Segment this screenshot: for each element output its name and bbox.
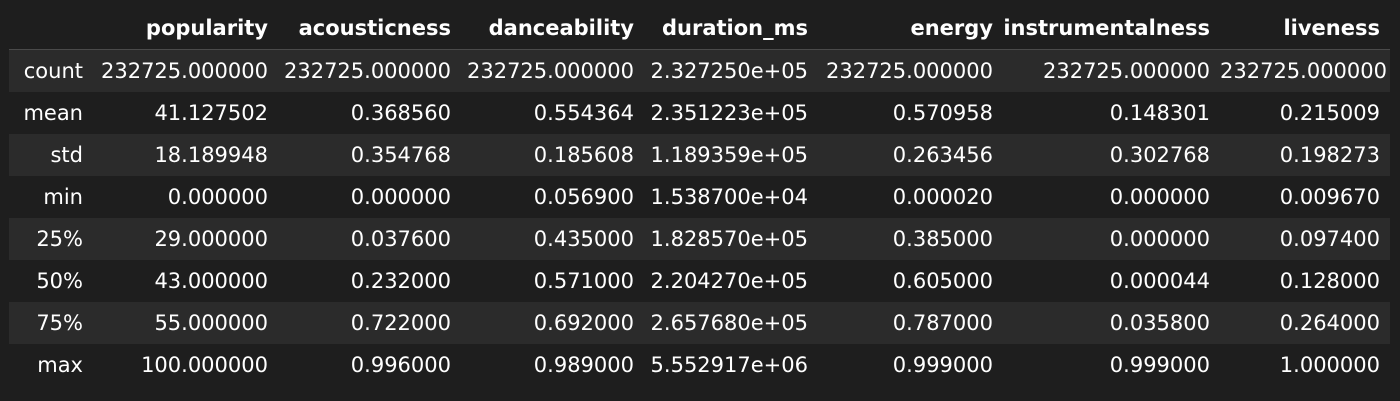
table-cell: 18.189948 xyxy=(154,142,268,167)
table-cell: 0.128000 xyxy=(1279,268,1380,293)
table-row: min 0.000000 0.000000 0.056900 1.538700e… xyxy=(9,175,1390,218)
column-header-popularity: popularity xyxy=(95,7,278,50)
column-header-duration-ms: duration_ms xyxy=(644,7,818,50)
table-cell: 0.000000 xyxy=(167,184,268,209)
table-cell: 0.037600 xyxy=(350,226,451,251)
table-cell: 0.198273 xyxy=(1279,142,1380,167)
table-row: std 18.189948 0.354768 0.185608 1.189359… xyxy=(9,133,1390,176)
table-cell: 232725.000000 xyxy=(283,58,451,83)
table-cell: 1.000000 xyxy=(1279,352,1380,377)
row-label: min xyxy=(43,184,83,209)
table-cell: 1.538700e+04 xyxy=(650,184,808,209)
table-cell: 0.215009 xyxy=(1279,100,1380,125)
table-cell: 0.263456 xyxy=(892,142,993,167)
table-cell: 0.232000 xyxy=(350,268,451,293)
table-row: 50% 43.000000 0.232000 0.571000 2.204270… xyxy=(9,259,1390,302)
table-cell: 100.000000 xyxy=(141,352,268,377)
table-cell: 0.302768 xyxy=(1109,142,1210,167)
table-cell: 0.385000 xyxy=(892,226,993,251)
row-label: 25% xyxy=(36,226,83,251)
table-cell: 0.000000 xyxy=(1109,184,1210,209)
table-cell: 0.185608 xyxy=(533,142,634,167)
table-cell: 0.999000 xyxy=(1109,352,1210,377)
table-cell: 43.000000 xyxy=(154,268,268,293)
row-label: std xyxy=(50,142,83,167)
table-cell: 2.204270e+05 xyxy=(650,268,808,293)
table-row: 25% 29.000000 0.037600 0.435000 1.828570… xyxy=(9,217,1390,260)
table-row: mean 41.127502 0.368560 0.554364 2.35122… xyxy=(9,91,1390,134)
table-cell: 0.148301 xyxy=(1109,100,1210,125)
table-cell: 232725.000000 xyxy=(825,58,993,83)
table-cell: 0.787000 xyxy=(892,310,993,335)
table-cell: 0.056900 xyxy=(533,184,634,209)
table-row: count 232725.000000 232725.000000 232725… xyxy=(9,49,1390,92)
row-label: 75% xyxy=(36,310,83,335)
column-header-instrumentalness: instrumentalness xyxy=(1003,7,1220,50)
table-cell: 2.351223e+05 xyxy=(650,100,808,125)
table-cell: 0.554364 xyxy=(533,100,634,125)
table-cell: 5.552917e+06 xyxy=(650,352,808,377)
table-cell: 2.327250e+05 xyxy=(650,58,808,83)
table-cell: 55.000000 xyxy=(154,310,268,335)
row-label: 50% xyxy=(36,268,83,293)
table-cell: 0.435000 xyxy=(533,226,634,251)
table-cell: 0.368560 xyxy=(350,100,451,125)
column-header-energy: energy xyxy=(818,7,1003,50)
table-cell: 0.000044 xyxy=(1109,268,1210,293)
table-cell: 0.354768 xyxy=(350,142,451,167)
table-cell: 232725.000000 xyxy=(466,58,634,83)
table-cell: 232725.000000 xyxy=(1220,58,1388,83)
table-cell: 0.571000 xyxy=(533,268,634,293)
table-cell: 1.189359e+05 xyxy=(650,142,808,167)
table-cell: 0.999000 xyxy=(892,352,993,377)
header-row: popularity acousticness danceability dur… xyxy=(9,7,1390,50)
table-cell: 41.127502 xyxy=(154,100,268,125)
table-cell: 0.000020 xyxy=(892,184,993,209)
table-cell: 1.828570e+05 xyxy=(650,226,808,251)
table-cell: 232725.000000 xyxy=(1042,58,1210,83)
table-cell: 0.000000 xyxy=(350,184,451,209)
table-cell: 0.097400 xyxy=(1279,226,1380,251)
table-cell: 0.009670 xyxy=(1279,184,1380,209)
table-cell: 29.000000 xyxy=(154,226,268,251)
table-cell: 0.000000 xyxy=(1109,226,1210,251)
table-cell: 0.605000 xyxy=(892,268,993,293)
describe-dataframe: popularity acousticness danceability dur… xyxy=(9,7,1390,386)
table-cell: 2.657680e+05 xyxy=(650,310,808,335)
column-header-acousticness: acousticness xyxy=(278,7,461,50)
row-label: max xyxy=(37,352,83,377)
table-cell: 0.035800 xyxy=(1109,310,1210,335)
table-row: 75% 55.000000 0.722000 0.692000 2.657680… xyxy=(9,301,1390,344)
column-header-liveness: liveness xyxy=(1220,7,1390,50)
table-cell: 0.989000 xyxy=(533,352,634,377)
table-cell: 232725.000000 xyxy=(100,58,268,83)
table-cell: 0.570958 xyxy=(892,100,993,125)
index-header xyxy=(9,7,95,50)
table-cell: 0.722000 xyxy=(350,310,451,335)
table-cell: 0.692000 xyxy=(533,310,634,335)
row-label: count xyxy=(23,58,83,83)
column-header-danceability: danceability xyxy=(461,7,644,50)
table-cell: 0.264000 xyxy=(1279,310,1380,335)
row-label: mean xyxy=(23,100,83,125)
table-row: max 100.000000 0.996000 0.989000 5.55291… xyxy=(9,343,1390,386)
table-cell: 0.996000 xyxy=(350,352,451,377)
